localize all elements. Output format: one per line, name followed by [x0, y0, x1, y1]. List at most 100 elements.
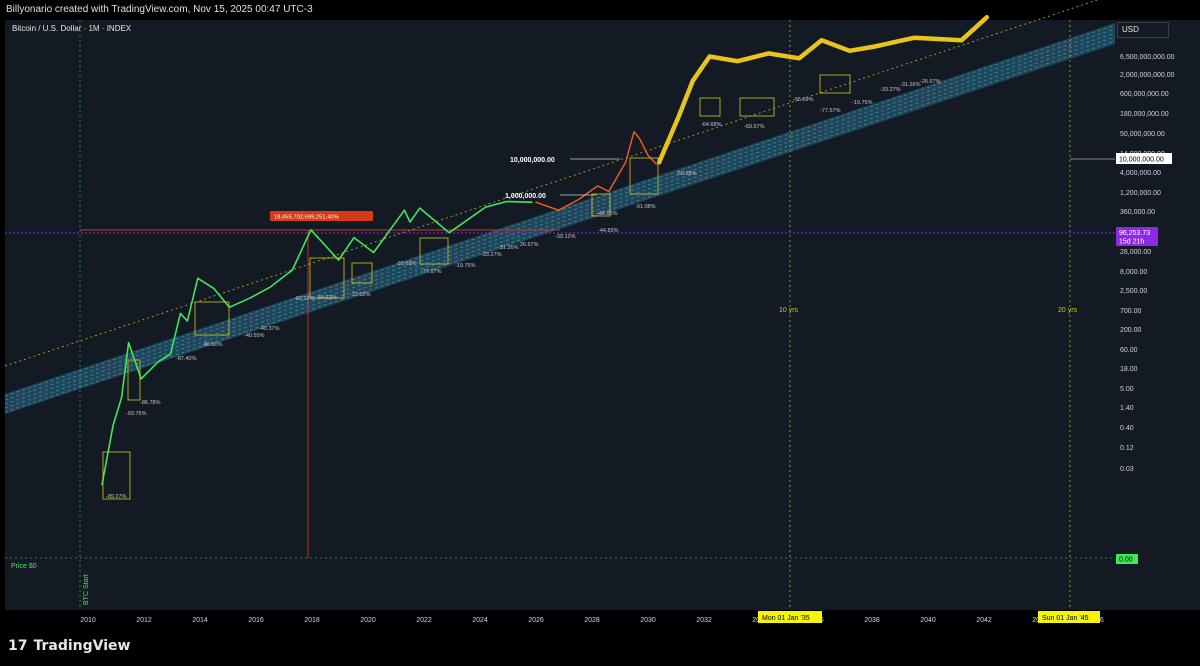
- zero-tag-label: 0.00: [1119, 557, 1133, 564]
- x-tick-label: 2028: [584, 617, 600, 624]
- upper-trendline: [4, 0, 1099, 367]
- zero-tag: [1116, 554, 1138, 564]
- current-price-value: 96,253.73: [1119, 230, 1150, 237]
- drawdown-box: [739, 97, 775, 117]
- y-tick-label: 180,000,000.00: [1120, 111, 1169, 118]
- footer: [0, 632, 1200, 666]
- correction-label: -46.85%: [597, 211, 618, 217]
- x-tick-label: 2026: [528, 617, 544, 624]
- x-tick-label: 2014: [192, 617, 208, 624]
- growth-channel: [4, 0, 1116, 414]
- drawdown-box: [819, 74, 851, 94]
- date-tag-20: [1038, 611, 1100, 623]
- caption-text: Billyonario created with TradingView.com…: [6, 4, 313, 15]
- btc-start-label: BTC Start: [83, 574, 90, 605]
- y-tick-label: 0.03: [1120, 466, 1134, 473]
- range-tag: [270, 211, 373, 221]
- marker-tag-label: 10,000,000.00: [1119, 157, 1164, 164]
- chart-svg: -89.27% -93.75% -86.78% -87.40% -86.60% -40.3…: [4, 0, 1175, 624]
- series-line-2: [535, 131, 658, 211]
- correction-label: -72.02%: [350, 292, 371, 298]
- y-tick-label: 2,500.00: [1120, 288, 1147, 295]
- y-tick-label: 60.00: [1120, 347, 1138, 354]
- drawdown-box: [194, 301, 230, 336]
- x-tick-label: 2018: [304, 617, 320, 624]
- correction-label: -40.37%: [259, 326, 280, 332]
- y-tick-label: 5.00: [1120, 386, 1134, 393]
- y-tick-label: 18.00: [1120, 366, 1138, 373]
- drawdown-box: [591, 193, 611, 217]
- correction-label: -64.68%: [701, 122, 722, 128]
- range-label: 18,455,702,699,251.40%: [274, 215, 339, 221]
- y-tick-label: 50,000,000.00: [1120, 131, 1165, 138]
- date-tag-10: [758, 611, 822, 623]
- marker-tag: [1116, 153, 1172, 164]
- correction-label: -44.83%: [598, 228, 619, 234]
- x-tick-label: 2040: [920, 617, 936, 624]
- level-label-10m: 10,000,000.00: [510, 157, 555, 164]
- x-tick-label: 2022: [416, 617, 432, 624]
- y-tick-label: 6,500,000,000.00: [1120, 54, 1175, 61]
- correction-label: -86.78%: [140, 400, 161, 406]
- series-line-3: [656, 15, 990, 165]
- correction-label: -26.67%: [518, 242, 539, 248]
- channel-band: [5, 23, 1115, 414]
- series-line-1: [101, 200, 533, 486]
- price-series: [101, 15, 990, 486]
- brand-label: TradingView: [33, 638, 131, 654]
- drawdown-box: [127, 359, 141, 401]
- tradingview-logo[interactable]: 17 TradingView: [8, 638, 130, 654]
- caption-bar: Billyonario created with TradingView.com…: [0, 0, 1200, 20]
- correction-label: -91.08%: [635, 204, 656, 210]
- correction-label: -31.26%: [498, 245, 519, 251]
- y-tick-label: 8,000.00: [1120, 269, 1147, 276]
- drawdown-box: [419, 237, 449, 265]
- correction-label: -87.40%: [176, 356, 197, 362]
- cycle-10-label: 10 yrs: [779, 307, 799, 314]
- drawdown-box: [102, 451, 131, 500]
- x-tick-label: 2030: [640, 617, 656, 624]
- y-tick-label: 360,000.00: [1120, 209, 1155, 216]
- date-tag-20-label: Sun 01 Jan '45: [1042, 615, 1089, 622]
- y-tick-label: 600,000,000.00: [1120, 91, 1169, 98]
- correction-label: -50.68%: [676, 171, 697, 177]
- x-tick-label: 2024: [472, 617, 488, 624]
- correction-label: -77.57%: [421, 269, 442, 275]
- y-tick-label: 0.40: [1120, 425, 1134, 432]
- price-zero-label: Price $0: [11, 563, 37, 570]
- correction-label: -80.32%: [294, 296, 315, 302]
- y-tick-label: 1.40: [1120, 405, 1134, 412]
- price-axis-panel[interactable]: [1115, 20, 1200, 610]
- correction-label: -69.57%: [744, 124, 765, 130]
- correction-label: -19.75%: [455, 263, 476, 269]
- cycle-20-label: 20 yrs: [1058, 307, 1078, 314]
- x-tick-label: 2016: [248, 617, 264, 624]
- x-tick-label: 2032: [696, 617, 712, 624]
- current-price-tag: [1116, 227, 1158, 246]
- level-label-1m: 1,000,000.00: [505, 193, 546, 200]
- date-tag-10-label: Mon 01 Jan '35: [762, 615, 810, 622]
- y-tick-label: 200.00: [1120, 327, 1142, 334]
- correction-label: -33.27%: [481, 252, 502, 258]
- y-tick-label: 4,000,000.00: [1120, 170, 1161, 177]
- correction-label: -31.26%: [900, 82, 921, 88]
- currency-selector[interactable]: USD: [1117, 22, 1169, 38]
- y-tick-label: 28,000.00: [1120, 249, 1151, 256]
- axes: 6,500,000,000.00 2,000,000,000.00 600,000,…: [80, 54, 1174, 624]
- correction-label: -26.67%: [920, 79, 941, 85]
- symbol-title: Bitcoin / U.S. Dollar · 1M · INDEX: [12, 24, 132, 33]
- drawdown-box: [351, 262, 373, 284]
- correction-label: -86.60%: [202, 342, 223, 348]
- y-tick-label: 700.00: [1120, 308, 1142, 315]
- correction-label: -77.57%: [820, 108, 841, 114]
- x-tick-label: 2038: [864, 617, 880, 624]
- time-guides: [5, 20, 1115, 608]
- x-tick-label: 2042: [976, 617, 992, 624]
- chart-panel[interactable]: [5, 20, 1115, 610]
- correction-label: -55.69%: [793, 97, 814, 103]
- correction-label: -55.69%: [396, 261, 417, 267]
- tradingview-mark-icon: 17: [8, 638, 28, 654]
- correction-label: -39.12%: [555, 234, 576, 240]
- correction-label: -89.27%: [106, 494, 127, 500]
- drawdown-box: [699, 97, 721, 117]
